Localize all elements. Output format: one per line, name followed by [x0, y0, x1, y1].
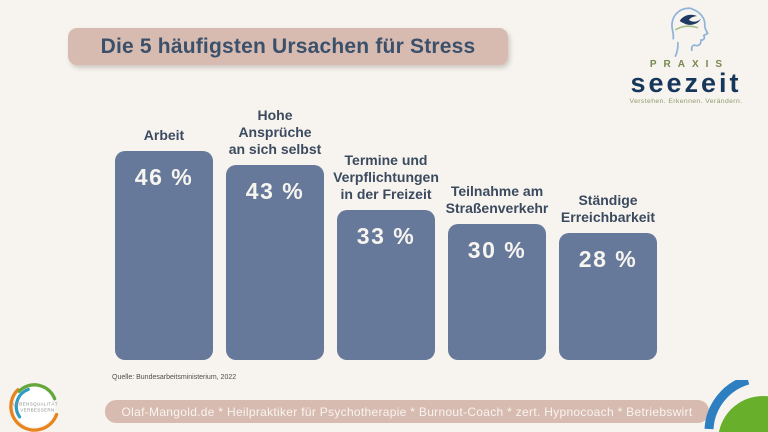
bar: 33 % — [337, 210, 435, 360]
bar: 30 % — [448, 224, 546, 360]
logo-brand-text: seezeit — [630, 68, 742, 98]
logo-tagline: Verstehen. Erkennen. Verändern. — [629, 98, 743, 105]
praxis-seezeit-logo: PRAXIS seezeit Verstehen. Erkennen. Verä… — [610, 6, 762, 105]
bar-category-label: Teilnahme am Straßenverkehr — [445, 183, 549, 216]
bar-category-label: Hohe Ansprüche an sich selbst — [228, 107, 322, 157]
badge-orange-arc — [9, 388, 59, 432]
bar-value-label: 33 % — [356, 223, 416, 249]
badge-text-line2: VERBESSERN — [20, 407, 54, 412]
corner-decoration — [704, 380, 768, 432]
bar-value-label: 30 % — [467, 237, 527, 263]
decor-green-circle — [718, 396, 768, 432]
bar-value-label: 46 % — [134, 164, 194, 190]
bar: 43 % — [226, 165, 324, 360]
bar-category-label: Ständige Erreichbarkeit — [560, 192, 656, 225]
bar: 28 % — [559, 233, 657, 360]
bar-category-label: Arbeit — [143, 127, 185, 143]
bar-category-label: Termine und Verpflichtungen in der Freiz… — [333, 152, 439, 202]
badge-text-line1: LEBENSQUALITÄT — [13, 401, 58, 407]
bar-value-label: 28 % — [578, 246, 638, 272]
decor-blue-arc — [704, 380, 750, 430]
badge-circle — [13, 385, 56, 428]
lebensqualitaet-badge: LEBENSQUALITÄT VERBESSERN — [9, 383, 59, 432]
bar-value-label: 43 % — [245, 178, 305, 204]
source-note: Quelle: Bundesarbeitsministerium, 2022 — [112, 374, 237, 381]
page-title: Die 5 häufigsten Ursachen für Stress — [68, 28, 508, 65]
footer-credentials: Olaf-Mangold.de * Heilpraktiker für Psyc… — [105, 400, 709, 423]
logo-praxis-text: PRAXIS — [649, 59, 730, 70]
badge-green-arc — [17, 383, 57, 401]
bar: 46 % — [115, 151, 213, 360]
badge-blue-arc — [14, 387, 30, 419]
head-profile-icon — [671, 7, 709, 57]
